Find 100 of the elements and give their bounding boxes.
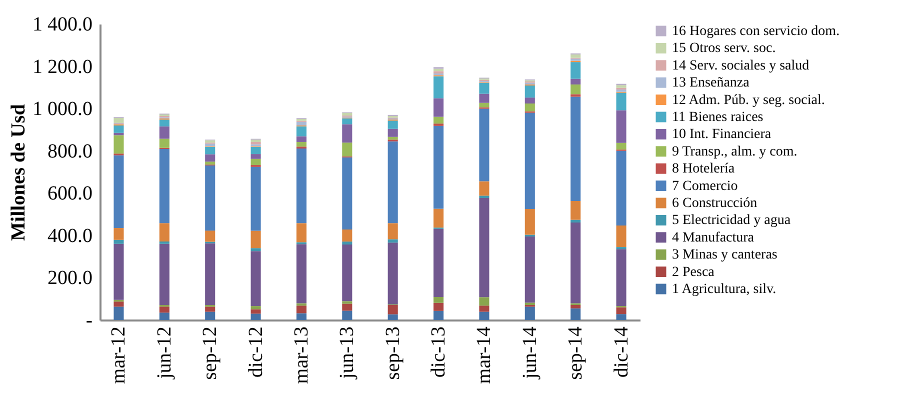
bar — [570, 96, 581, 201]
bar — [434, 98, 444, 117]
legend-label: 15 Otros serv. soc. — [672, 41, 776, 56]
bar — [342, 118, 352, 124]
bar — [205, 154, 216, 162]
bar — [479, 306, 490, 312]
bar — [434, 228, 444, 297]
y-tick-label: 400.0 — [48, 224, 92, 247]
y-tick-label: 1 000.0 — [32, 98, 92, 120]
legend-label: 5 Electricidad y agua — [672, 213, 792, 228]
x-tick-label: jun-12 — [153, 326, 176, 380]
x-tick-label: sep-14 — [564, 326, 587, 380]
bar — [479, 94, 490, 103]
bar — [250, 309, 261, 314]
bar — [616, 110, 626, 143]
bar — [479, 82, 490, 94]
bar — [479, 108, 490, 182]
bar — [159, 148, 170, 224]
bar — [114, 125, 124, 133]
bar — [388, 239, 398, 243]
bar — [524, 112, 535, 209]
bar — [296, 244, 306, 304]
bar — [296, 313, 306, 320]
bar — [250, 230, 261, 248]
y-tick-label: 600.0 — [48, 182, 92, 205]
legend-label: 13 Enseñanza — [672, 76, 750, 91]
bar — [342, 157, 352, 230]
bar — [434, 76, 444, 98]
bar — [250, 154, 261, 159]
bar — [159, 126, 170, 139]
bar — [479, 312, 490, 320]
bar — [250, 142, 261, 144]
bar — [296, 148, 306, 224]
x-tick-label: sep-12 — [199, 326, 222, 380]
bar — [570, 94, 581, 97]
legend-label: 12 Adm. Púb. y seg. social. — [672, 92, 825, 108]
bar — [250, 158, 261, 166]
bar — [114, 240, 124, 244]
bar — [296, 223, 306, 242]
legend-label: 11 Bienes raices — [672, 110, 764, 125]
legend-label: 3 Minas y canteras — [672, 248, 778, 263]
bar — [114, 302, 124, 307]
bar — [616, 92, 626, 110]
bar — [342, 242, 352, 245]
bar — [159, 312, 170, 320]
bar — [570, 200, 581, 220]
bar — [205, 230, 216, 242]
bar — [388, 120, 398, 129]
bar — [616, 225, 626, 248]
bar — [434, 208, 444, 228]
bar — [205, 306, 216, 312]
bar — [388, 141, 398, 224]
bar — [388, 128, 398, 137]
bar — [342, 112, 352, 116]
bar — [479, 198, 490, 298]
bar — [616, 249, 626, 306]
bar — [114, 118, 124, 123]
bar — [342, 301, 352, 304]
bar — [570, 308, 581, 320]
bar — [388, 136, 398, 140]
bar — [342, 230, 352, 242]
bar — [570, 84, 581, 94]
bar — [570, 78, 581, 84]
bar — [205, 146, 216, 154]
y-axis-title: Millones de Usd — [8, 104, 30, 241]
bar — [205, 144, 216, 146]
bar — [342, 142, 352, 156]
bar — [616, 85, 626, 88]
bar — [159, 244, 170, 305]
x-tick-label: jun-13 — [336, 326, 358, 380]
y-tick-label: 200.0 — [48, 267, 92, 290]
legend-label: 1 Agricultura, silv. — [672, 282, 776, 297]
x-tick-label: mar-13 — [290, 326, 312, 384]
legend-label: 4 Manufactura — [672, 230, 755, 246]
bar — [342, 124, 352, 143]
bar — [205, 162, 216, 165]
bar — [114, 306, 124, 320]
bar — [616, 314, 626, 320]
bar — [570, 222, 581, 304]
bar — [159, 120, 170, 126]
bar — [434, 310, 444, 320]
bar — [296, 126, 306, 136]
bar — [159, 306, 170, 313]
bar — [479, 297, 490, 306]
bar — [342, 310, 352, 320]
bar — [524, 236, 535, 303]
bar — [434, 296, 444, 303]
bar — [479, 196, 490, 198]
bar — [524, 98, 535, 104]
bar — [570, 62, 581, 79]
bar — [388, 304, 398, 314]
bar — [296, 136, 306, 142]
bar — [524, 86, 535, 98]
bar — [205, 312, 216, 320]
bar — [205, 243, 216, 305]
y-tick-label: 1 200.0 — [32, 56, 92, 78]
bar — [250, 166, 261, 231]
bar — [250, 251, 261, 306]
x-tick-label: dic-14 — [610, 326, 632, 378]
bar — [114, 135, 124, 154]
